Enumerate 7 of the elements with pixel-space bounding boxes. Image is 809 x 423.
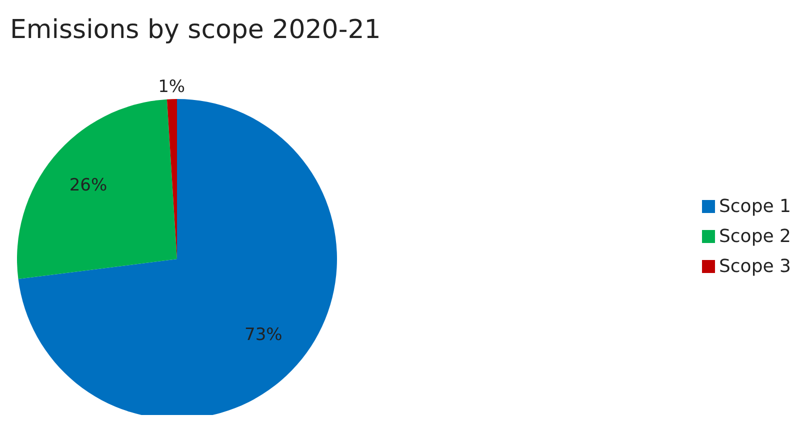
data-label: 73% (244, 325, 282, 346)
legend-label: Scope 2 (718, 226, 791, 246)
legend-label: Scope 1 (718, 196, 791, 216)
legend-label: Scope 3 (718, 256, 791, 276)
data-label: 26% (69, 176, 108, 196)
chart-title: Emissions by scope 2020-21 (9, 14, 382, 47)
data-label: 1% (158, 77, 186, 98)
